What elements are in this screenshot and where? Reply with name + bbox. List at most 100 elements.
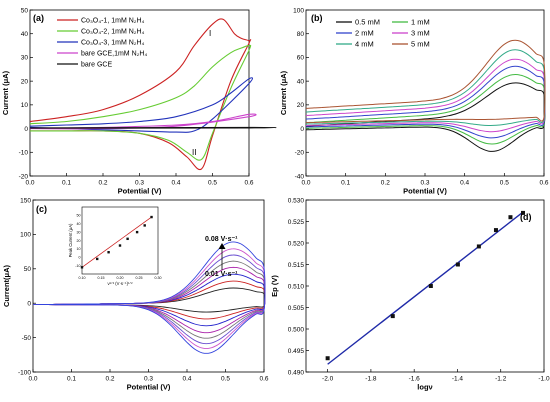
panel-b-xtick-label: 0.5	[500, 180, 509, 187]
panel-d-xtick-label: -1.6	[409, 376, 421, 383]
panel-c-xtick-label: 0.3	[144, 376, 153, 383]
panel-c-ytick-label: -50	[22, 335, 32, 342]
panel-b-ytick-label: 0	[300, 126, 304, 133]
panel-d-ytick-label: 0.500	[288, 326, 305, 333]
panel-a-xtick-label: 0.5	[208, 180, 217, 187]
panel-d-ytick-label: 0.525	[288, 219, 305, 226]
panel-a-ytick-label: 40	[21, 31, 29, 38]
panel-c-series-line	[32, 280, 266, 320]
panel-a-series-line	[29, 77, 254, 133]
panel-b-ytick-label: -20	[295, 150, 305, 157]
panel-d-ylabel: Ep (V)	[270, 275, 279, 297]
panel-c-annotation-high: 0.08 V·s⁻¹	[205, 236, 238, 243]
panel-d-xtick-label: -1.4	[452, 376, 464, 383]
panel-d-point	[455, 262, 460, 267]
panel-c-xlabel: Potential (V)	[127, 383, 171, 392]
panel-c-inset-xtick-label: 0.10	[79, 276, 86, 280]
panel-d-point	[521, 210, 526, 215]
panel-b-ytick-label: -40	[295, 173, 305, 180]
panel-c-inset-ytick-label: 0	[79, 256, 81, 260]
panel-c-inset-ytick-label: 40	[77, 222, 81, 226]
panel-c-inset-frame	[81, 206, 159, 275]
panel-a-series-line	[29, 126, 277, 129]
panel-a-xtick-label: 0.2	[98, 180, 107, 187]
panel-c-inset-xtick-label: 0.30	[155, 276, 162, 280]
panel-c-inset-point	[118, 244, 122, 247]
panel-d-ytick-label: 0.515	[288, 262, 305, 269]
panel-c-inset-ylabel: Peak Current (μA)	[68, 223, 73, 257]
panel-c-inset-xtick-label: 0.25	[136, 276, 143, 280]
panel-a-legend-label: Co₃O₄-3, 1mM N₂H₄	[81, 40, 145, 47]
panel-c-inset: 0.10 0.15 0.20 0.25 0.30 -10 0 10 20 30 40 50 ν¹ᐟ² (…	[68, 206, 162, 286]
panel-c-series-line	[32, 241, 266, 354]
panel-b-legend-label: 3 mM	[411, 29, 430, 38]
panel-c-inset-point	[80, 266, 84, 269]
panel-d-point	[390, 314, 395, 319]
panel-b-ytick-label: 80	[297, 31, 305, 38]
panel-b-legend-label: 0.5 mM	[355, 18, 380, 27]
panel-d-ytick-label: 0.490	[288, 369, 305, 376]
panel-d-ytick-label: 0.520	[288, 240, 305, 247]
panel-b-ytick-label: 100	[293, 7, 304, 14]
panel-d-label: (d)	[520, 212, 532, 222]
panel-b-ytick-label: 20	[297, 102, 305, 109]
panel-a-annotation-II: II	[192, 148, 196, 157]
panel-a-ytick-label: -10	[19, 150, 29, 157]
panel-c-inset-ytick-label: -10	[75, 264, 80, 268]
panel-a-legend-label: bare GCE,1mM N₂H₄	[81, 51, 147, 58]
panel-b-xtick-label: 0.1	[341, 180, 350, 187]
panel-c-ylabel: Current(μA)	[2, 264, 11, 307]
panel-a-label: (a)	[33, 13, 44, 23]
panel-d-ytick-label: 0.505	[288, 305, 305, 312]
panel-c-ytick-label: 150	[20, 197, 31, 204]
panel-d-ytick-label: 0.510	[288, 283, 305, 290]
panel-b-xtick-label: 0.3	[420, 180, 429, 187]
panel-b-label: (b)	[311, 13, 323, 23]
panel-c-xtick-label: 0.6	[259, 376, 268, 383]
panel-d-point	[508, 215, 513, 220]
panel-c-inset-point	[107, 251, 110, 254]
panel-a-xtick-label: 0.3	[135, 180, 144, 187]
panel-c-inset-xlabel: ν¹ᐟ² (V·s⁻¹)¹ᐟ²	[107, 281, 133, 286]
panel-d-ytick-label: 0.530	[288, 197, 305, 204]
panel-b-ylabel: Current (μA)	[279, 70, 288, 115]
panel-b-series-line	[305, 49, 546, 127]
panel-b-xtick-label: 0.6	[539, 180, 548, 187]
panel-c-xtick-label: 0.1	[67, 376, 76, 383]
panel-d-point	[493, 228, 498, 233]
panel-c-ytick-label: 100	[20, 232, 31, 239]
panel-d-axes: -2.0 -1.8 -1.6 -1.4 -1.2 -1.0 0.490 0.495 0.500 0…	[270, 197, 550, 391]
panel-a-xlabel: Potential (V)	[118, 187, 162, 196]
panel-c-inset-xtick-label: 0.20	[117, 276, 124, 280]
panel-b-ytick-label: 40	[297, 78, 305, 85]
panel-a-ytick-label: -20	[19, 173, 29, 180]
panel-c-ytick-label: 50	[24, 266, 32, 273]
panel-b-xtick-label: 0.0	[301, 180, 310, 187]
panel-c-annotation-low: 0.01 V·s⁻¹	[205, 271, 238, 278]
panel-c-xtick-label: 0.0	[28, 376, 37, 383]
panel-a-ylabel: Current (μA)	[1, 70, 10, 115]
panel-a-legend-label: Co₃O₄-2, 1mM N₂H₄	[81, 29, 145, 36]
panel-c-inset-fit-line	[81, 216, 152, 268]
panel-d-point	[476, 244, 481, 249]
panel-d-ytick-label: 0.495	[288, 348, 305, 355]
panel-d-xtick-label: -2.0	[322, 376, 334, 383]
panel-a-xtick-label: 0.6	[244, 180, 253, 187]
panel-b-legend-label: 1 mM	[411, 18, 430, 27]
panel-c-arrow-head	[218, 243, 226, 249]
panel-b-xtick-label: 0.2	[381, 180, 390, 187]
panel-d-fit-line	[327, 211, 524, 365]
panel-a-ytick-label: 30	[21, 55, 29, 62]
panel-c-xtick-label: 0.2	[105, 376, 114, 383]
panel-a-series-line	[29, 44, 252, 161]
panel-a-xtick-label: 0.4	[171, 180, 180, 187]
panel-a-ytick-label: 10	[21, 102, 29, 109]
panel-c-ytick-label: -100	[18, 369, 31, 376]
panel-a-axes: 0.0 0.1 0.2 0.3 0.4 0.5 0.6 -20 -10 0 10 20 30 40 50 Po…	[1, 7, 254, 195]
panel-a-ytick-label: 0	[24, 126, 28, 133]
panel-c-inset-point	[150, 215, 153, 219]
panel-d-frame	[305, 199, 545, 373]
panel-a-ytick-label: 20	[21, 78, 29, 85]
panel-d-point	[428, 284, 433, 288]
